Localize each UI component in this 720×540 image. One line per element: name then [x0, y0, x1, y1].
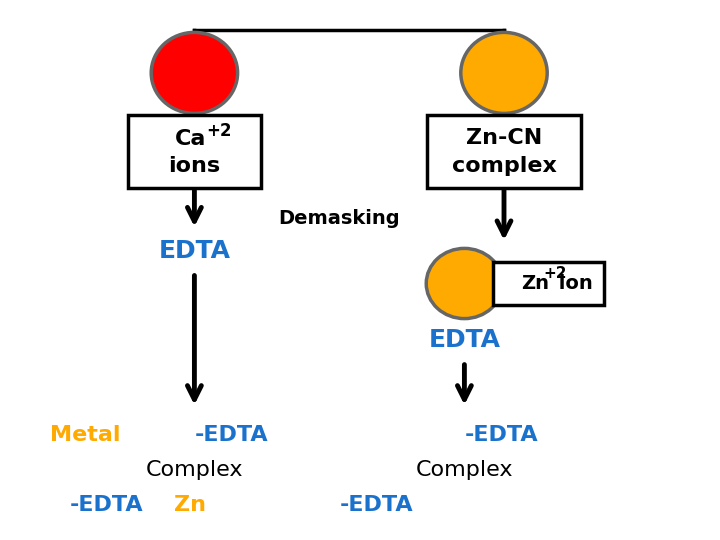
Text: +2: +2	[206, 122, 232, 140]
Text: Ca: Ca	[175, 129, 207, 150]
FancyBboxPatch shape	[492, 262, 605, 305]
Text: -EDTA: -EDTA	[70, 495, 143, 515]
Text: +2: +2	[544, 266, 567, 281]
Text: Zn: Zn	[174, 495, 206, 515]
Text: Zn: Zn	[521, 274, 549, 293]
Text: ion: ion	[552, 274, 593, 293]
Text: Complex: Complex	[415, 460, 513, 480]
Text: -EDTA: -EDTA	[464, 424, 538, 445]
Text: ions: ions	[168, 156, 220, 177]
Text: Zn-CN: Zn-CN	[466, 127, 542, 148]
Text: complex: complex	[451, 156, 557, 177]
FancyBboxPatch shape	[128, 115, 261, 188]
Text: -EDTA: -EDTA	[340, 495, 413, 515]
FancyBboxPatch shape	[426, 115, 581, 188]
Ellipse shape	[151, 32, 238, 113]
Text: Demasking: Demasking	[278, 209, 400, 228]
Text: EDTA: EDTA	[158, 239, 230, 263]
Text: Complex: Complex	[145, 460, 243, 480]
Text: -EDTA: -EDTA	[194, 424, 268, 445]
Text: EDTA: EDTA	[428, 328, 500, 352]
Text: Metal: Metal	[50, 424, 120, 445]
Ellipse shape	[426, 248, 503, 319]
Ellipse shape	[461, 32, 547, 113]
